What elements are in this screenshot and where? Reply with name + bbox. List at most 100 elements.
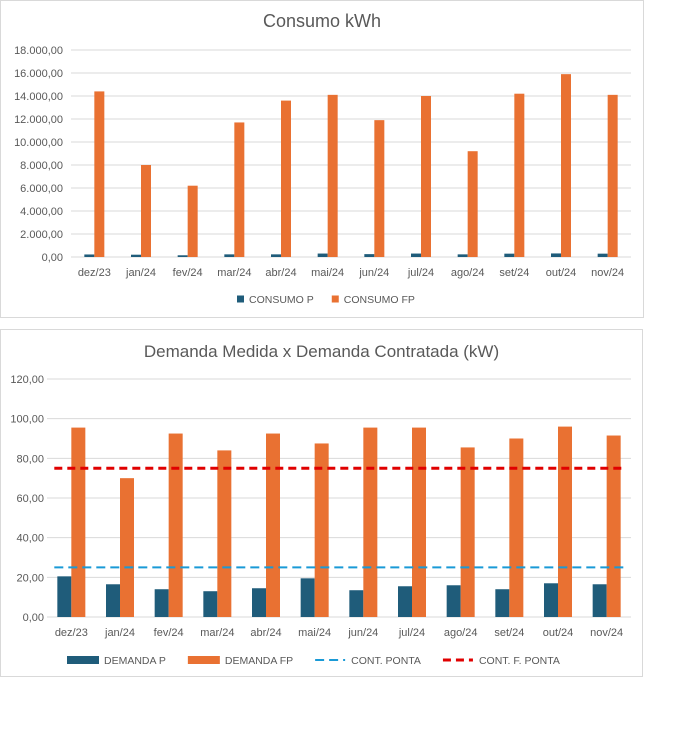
bar-consumo-fp <box>327 94 338 257</box>
x-tick-label: ago/24 <box>444 627 478 639</box>
y-tick-label: 14.000,00 <box>14 91 63 103</box>
x-tick-label: mai/24 <box>311 267 344 279</box>
y-tick-label: 8.000,00 <box>20 160 63 172</box>
x-tick-label: nov/24 <box>591 267 624 279</box>
y-tick-label: 40,00 <box>16 533 44 545</box>
bar-consumo-fp <box>421 96 431 257</box>
y-tick-label: 10.000,00 <box>14 137 63 149</box>
bar-demanda-p <box>203 591 218 617</box>
x-tick-label: out/24 <box>546 267 577 279</box>
y-tick-label: 4.000,00 <box>20 206 63 218</box>
legend-marker <box>237 295 244 303</box>
x-tick-label: set/24 <box>494 627 524 639</box>
y-tick-label: 16.000,00 <box>14 68 63 80</box>
x-tick-label: jun/24 <box>358 267 389 279</box>
bar-consumo-p <box>131 254 141 257</box>
bar-demanda-p <box>154 589 169 617</box>
bar-demanda-fp <box>266 433 280 617</box>
chart-consumo: Consumo kWh 0,00 2.000,00 4.000,00 6.000,00… <box>0 0 644 318</box>
x-tick-label: dez/23 <box>78 267 111 279</box>
chart-consumo-plot: 0,00 2.000,00 4.000,00 6.000,00 8.000,00 10.0… <box>14 45 631 306</box>
bar-demanda-p <box>300 578 315 617</box>
legend-label: CONT. PONTA <box>351 655 421 667</box>
bar-consumo-fp <box>514 93 525 257</box>
bar-demanda-fp <box>412 427 426 617</box>
chart-demanda: Demanda Medida x Demanda Contratada (kW)… <box>0 329 643 677</box>
bar-demanda-fp <box>363 427 378 617</box>
bar-consumo-fp <box>187 185 198 257</box>
y-tick-label: 6.000,00 <box>20 183 63 195</box>
bar-consumo-fp <box>607 94 618 257</box>
bar-consumo-fp <box>467 151 478 257</box>
y-tick-label: 0,00 <box>42 252 63 264</box>
x-tick-label: jul/24 <box>398 627 425 639</box>
bar-demanda-p <box>398 586 412 617</box>
bar-demanda-p <box>349 590 364 617</box>
bar-consumo-p <box>317 253 328 257</box>
bar-demanda-fp <box>314 443 329 617</box>
bar-consumo-fp <box>234 122 245 257</box>
bar-demanda-fp <box>558 426 572 617</box>
bar-demanda-p <box>495 589 510 617</box>
chart-demanda-plot: 0,00 20,00 40,00 60,00 80,00 100,00 120,00 dez/… <box>10 374 631 667</box>
bar-demanda-fp <box>71 427 86 617</box>
x-tick-label: abr/24 <box>250 627 281 639</box>
x-tick-label: abr/24 <box>265 267 296 279</box>
chart-title: Consumo kWh <box>262 11 382 31</box>
y-tick-label: 0,00 <box>23 612 44 624</box>
y-tick-label: 100,00 <box>10 414 44 426</box>
x-tick-label: jan/24 <box>104 627 135 639</box>
bar-demanda-fp <box>217 450 232 617</box>
bar-consumo-p <box>504 253 515 257</box>
x-tick-label: dez/23 <box>55 627 88 639</box>
bar-consumo-p <box>597 253 608 257</box>
legend-label: DEMANDA FP <box>225 655 293 667</box>
bar-consumo-fp <box>281 100 291 257</box>
bar-demanda-p <box>106 584 120 617</box>
x-tick-label: nov/24 <box>590 627 623 639</box>
x-tick-label: fev/24 <box>154 627 184 639</box>
x-tick-label: mar/24 <box>200 627 234 639</box>
y-tick-label: 120,00 <box>10 374 44 386</box>
bar-consumo-p <box>84 254 95 257</box>
x-tick-label: jul/24 <box>407 267 434 279</box>
x-tick-label: ago/24 <box>451 267 485 279</box>
bar-consumo-fp <box>561 74 571 258</box>
legend-label: CONSUMO P <box>249 294 314 306</box>
bar-demanda-fp <box>460 447 475 617</box>
x-tick-label: jan/24 <box>125 267 156 279</box>
bar-demanda-p <box>57 576 72 617</box>
legend-marker <box>67 656 99 664</box>
bar-consumo-p <box>177 255 188 257</box>
bar-consumo-fp <box>141 165 151 257</box>
legend-label: CONT. F. PONTA <box>479 655 560 667</box>
bar-consumo-p <box>411 253 421 257</box>
bar-consumo-p <box>224 254 235 257</box>
bar-demanda-fp <box>168 433 183 617</box>
bar-consumo-fp <box>94 91 105 258</box>
bar-consumo-fp <box>374 120 385 258</box>
bar-demanda-p <box>544 583 558 617</box>
x-tick-label: fev/24 <box>173 267 203 279</box>
x-tick-label: jun/24 <box>347 627 378 639</box>
legend-marker <box>187 656 220 664</box>
y-tick-label: 2.000,00 <box>20 229 63 241</box>
y-tick-label: 20,00 <box>16 572 44 584</box>
legend-label: DEMANDA P <box>104 655 166 667</box>
y-tick-label: 12.000,00 <box>14 114 63 126</box>
bar-demanda-p <box>252 588 266 617</box>
bar-demanda-p <box>592 584 607 617</box>
y-tick-label: 18.000,00 <box>14 45 63 57</box>
x-tick-label: mai/24 <box>298 627 331 639</box>
x-tick-label: out/24 <box>543 627 574 639</box>
bar-demanda-fp <box>120 478 134 617</box>
legend-marker <box>331 295 339 303</box>
y-tick-label: 80,00 <box>16 453 44 465</box>
x-tick-label: mar/24 <box>217 267 251 279</box>
chart-title: Demanda Medida x Demanda Contratada (kW) <box>143 342 500 361</box>
bar-demanda-fp <box>606 435 621 617</box>
x-tick-label: set/24 <box>499 267 529 279</box>
bar-demanda-fp <box>509 438 524 617</box>
legend-label: CONSUMO FP <box>344 294 415 306</box>
bar-consumo-p <box>551 253 561 257</box>
